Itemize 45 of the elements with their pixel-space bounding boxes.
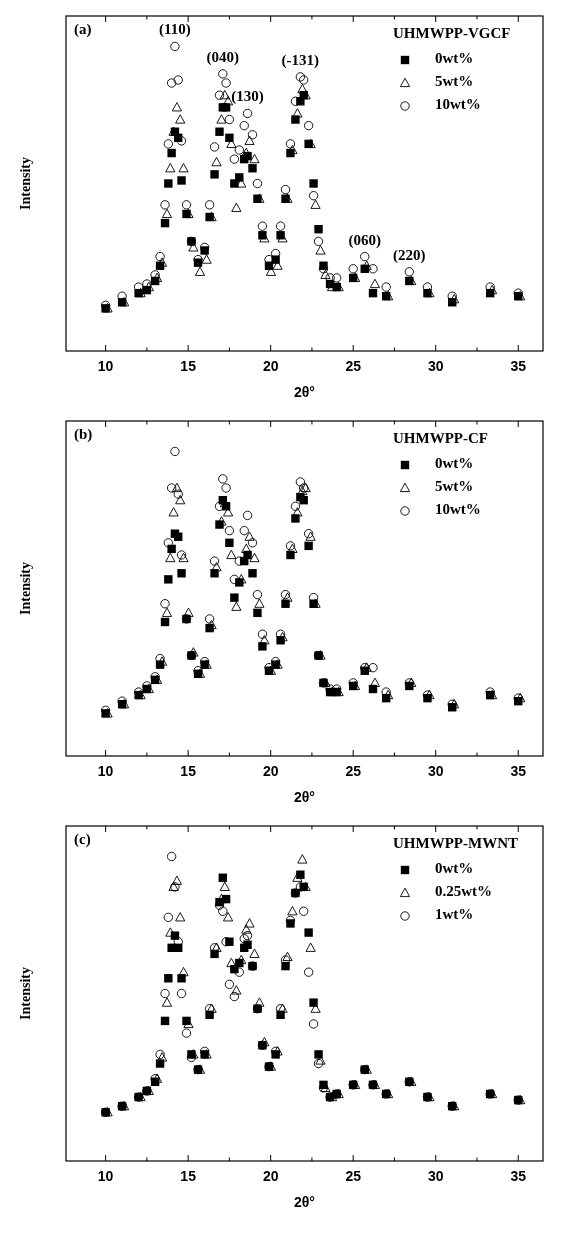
legend-title: UHMWPP-VGCF [393,25,511,41]
annotation: (130) [231,88,264,106]
legend-title: UHMWPP-CF [393,430,488,446]
x-tick-label: 10 [97,358,114,374]
x-tick-label: 25 [345,763,362,779]
y-axis-title: Intensity [18,967,33,1020]
legend-title: UHMWPP-MWNT [393,835,518,851]
legend-label: 10wt% [435,501,481,518]
x-axis-title: 2θ° [294,1194,315,1210]
x-tick-label: 25 [345,1168,362,1184]
x-tick-label: 20 [262,1168,279,1184]
annotation: (220) [393,246,426,264]
x-tick-label: 25 [345,358,362,374]
x-tick-label: 30 [427,358,444,374]
annotation: (060) [348,231,381,249]
x-tick-label: 35 [510,763,527,779]
x-tick-label: 30 [427,1168,444,1184]
y-axis-title: Intensity [18,157,33,210]
annotation: (110) [159,21,191,39]
annotation: (-131) [281,51,320,69]
x-tick-label: 15 [180,358,197,374]
legend-label: 0.25wt% [435,883,493,900]
annotation: (040) [206,48,240,66]
x-axis-title: 2θ° [294,789,315,805]
x-tick-label: 20 [262,358,279,374]
legend-label: 0wt% [435,455,474,472]
chart-title: (a) [74,21,92,38]
x-tick-label: 10 [97,1168,114,1184]
y-axis-title: Intensity [18,562,33,615]
x-axis-title: 2θ° [294,384,315,400]
x-tick-label: 35 [510,358,527,374]
legend-label: 0wt% [435,860,474,877]
legend-label: 1wt% [435,906,474,923]
legend-label: 0wt% [435,50,474,67]
x-tick-label: 20 [262,763,279,779]
x-tick-label: 35 [510,1168,527,1184]
x-tick-label: 30 [427,763,444,779]
x-tick-label: 15 [180,763,197,779]
legend-label: 5wt% [435,478,474,495]
legend-label: 10wt% [435,96,481,113]
x-tick-label: 10 [97,763,114,779]
chart-title: (c) [74,831,91,848]
legend-label: 5wt% [435,73,474,90]
chart-title: (b) [74,426,93,443]
x-tick-label: 15 [180,1168,197,1184]
